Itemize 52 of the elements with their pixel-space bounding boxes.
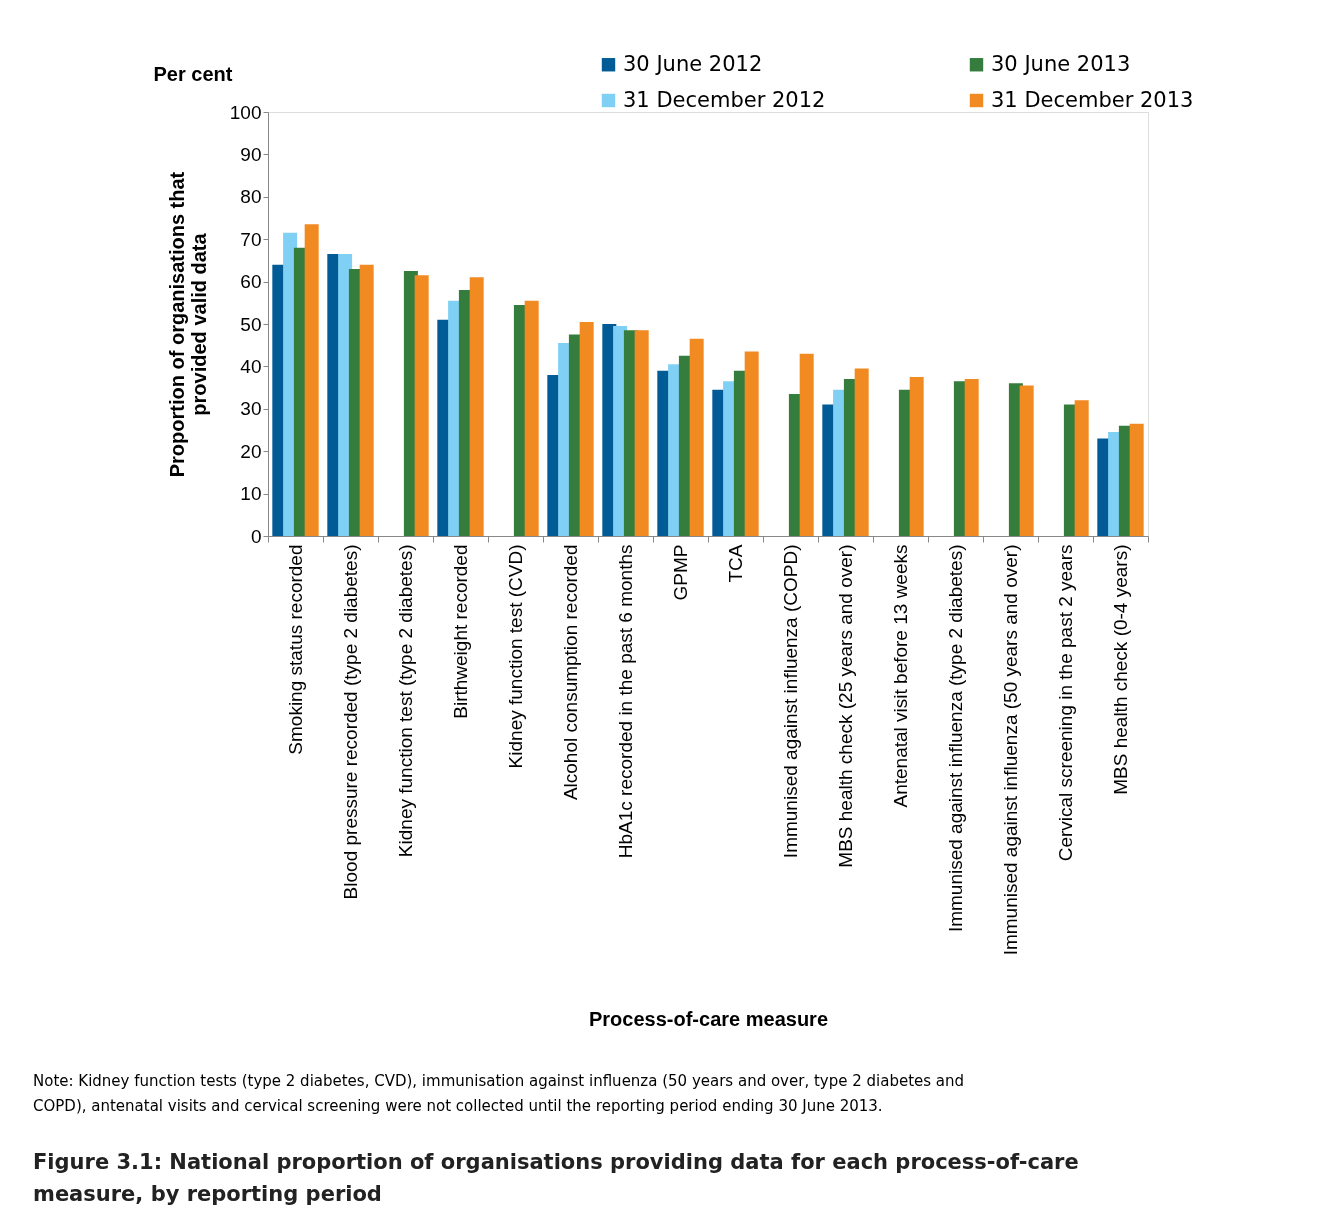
y-tick-label: 60 [240,271,262,293]
bar [854,368,869,536]
x-tick-label: Immunised against influenza (COPD) [780,544,801,859]
x-tick-label: Alcohol consumption recorded [560,544,581,801]
bar [1129,423,1144,536]
legend-label: 31 December 2013 [991,87,1194,112]
y-tick-label: 90 [240,143,262,165]
bar [964,379,979,536]
bar [469,277,484,536]
x-tick-label: TCA [725,544,746,583]
text: Note: Kidney function tests (type 2 diabetes, CVD), immunisation against influenza (50 years and over, type 2 diabetes and COPD), antenatal visits and cervical screening were not collected until the reporting period ending 30 June 2013. [33,1072,965,1115]
bar [304,224,319,536]
legend-label: 30 June 2012 [623,51,763,76]
y-axis-title: Proportion of organisations that provided valid data [165,171,210,478]
x-tick-label: Immunised against influenza (50 years and over) [1000,544,1021,956]
bar [689,338,704,536]
bar [1019,385,1034,536]
legend-label: 30 June 2013 [991,51,1131,76]
bar [744,351,759,536]
x-tick-label: Cervical screening in the past 2 years [1055,544,1076,862]
y-tick-label: 0 [250,525,262,547]
text: Figure 3.1: National proportion of organisations providing data for each process-of-care measure, by reporting period [33,1150,1079,1206]
text: Per cent [153,63,233,85]
x-tick-label: MBS health check (0-4 years) [1110,544,1131,795]
x-tick-label: MBS health check (25 years and over) [835,544,856,868]
bar [799,353,814,536]
bar [579,321,594,536]
x-tick-label: Immunised against influenza (type 2 diabetes) [945,544,966,933]
x-tick-label: GPMP [670,544,691,601]
y-tick-label: 40 [240,355,262,377]
y-tick-label: 20 [240,440,262,462]
bar [634,330,649,536]
x-tick-label: Blood pressure recorded (type 2 diabetes) [340,544,361,900]
y-tick-label: 70 [240,228,262,250]
y-tick-label: 50 [240,313,262,335]
bar [359,264,374,536]
x-tick-label: Smoking status recorded [285,544,306,755]
bar [1074,400,1089,536]
x-tick-label: HbA1c recorded in the past 6 months [615,544,636,859]
y-tick-label: 100 [229,101,262,123]
y-tick-label: 10 [240,483,262,505]
bar [414,275,429,536]
x-tick-label: Antenatal visit before 13 weeks [890,544,911,808]
x-tick-label: Kidney function test (CVD) [505,544,526,769]
bar [524,300,539,536]
bar [909,377,924,536]
y-tick-label: 80 [240,186,262,208]
x-tick-label: Kidney function test (type 2 diabetes) [395,544,416,858]
legend-label: 31 December 2012 [623,87,826,112]
x-tick-label: Birthweight recorded [450,544,471,719]
x-axis-title: Process-of-care measure [588,1007,829,1030]
y-tick-label: 30 [240,398,262,420]
